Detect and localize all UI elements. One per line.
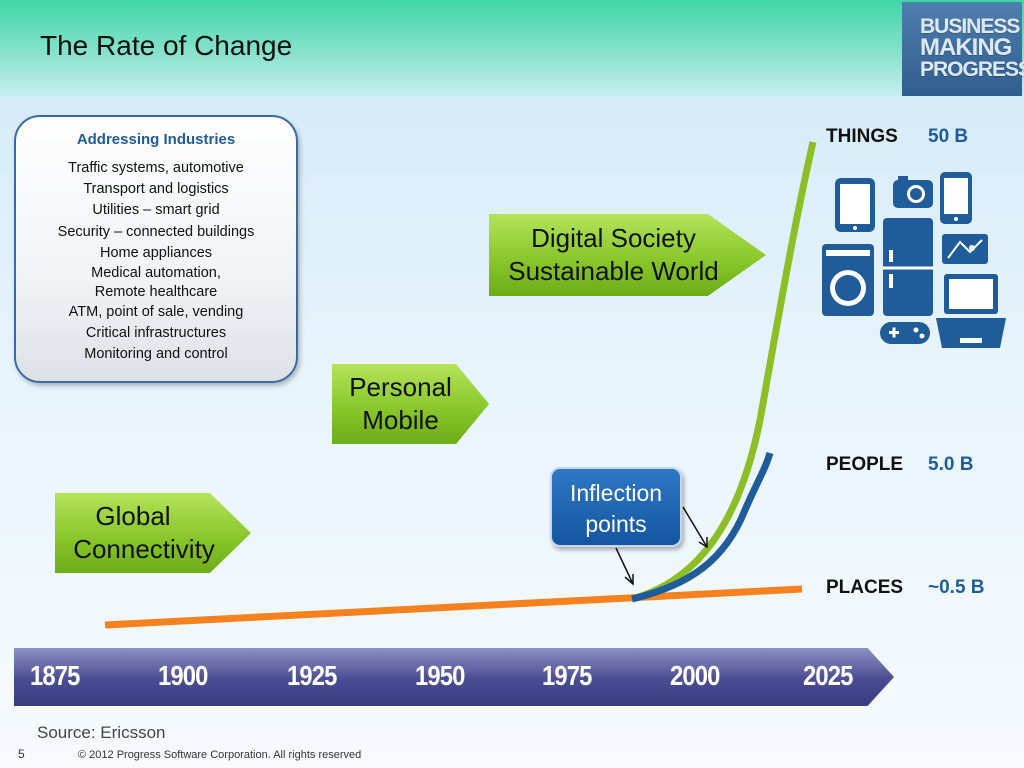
places-value: ~0.5 B	[928, 577, 985, 598]
company-logo: BUSINESS MAKING PROGRESS	[902, 2, 1024, 96]
year-label: 1900	[158, 660, 208, 691]
pointer-arrow	[615, 547, 634, 585]
year-label: 1925	[287, 660, 337, 691]
stage-line: Global	[95, 501, 171, 531]
inflection-points-callout: Inflection points	[550, 467, 682, 547]
stage-line: Mobile	[362, 405, 439, 435]
industries-box: Addressing Industries Traffic systems, a…	[14, 115, 298, 383]
industry-item: Critical infrastructures	[85, 325, 227, 342]
stage-line: Sustainable World	[508, 256, 719, 286]
source-note: Source: Ericsson	[37, 723, 166, 742]
people-label: PEOPLE	[826, 454, 904, 475]
page-number: 5	[18, 747, 25, 761]
refrigerator-icon	[883, 218, 933, 316]
tablet-icon	[835, 178, 875, 232]
year-label: 1975	[542, 660, 592, 691]
industry-item: Security – connected buildings	[57, 223, 255, 240]
stage-line: Connectivity	[73, 534, 215, 564]
industries-title: Addressing Industries	[76, 131, 236, 148]
industry-item: Remote healthcare	[94, 284, 218, 301]
industry-item: Traffic systems, automotive	[68, 160, 244, 176]
pointer-arrow	[682, 506, 708, 548]
logo-line-3: PROGRESS	[920, 58, 1024, 81]
map-icon	[942, 234, 988, 264]
stage-line: Digital Society	[531, 223, 696, 253]
camera-icon	[893, 176, 933, 208]
industries-list: Traffic systems, automotive Transport an…	[16, 158, 296, 366]
year-label: 2000	[670, 660, 720, 691]
industry-item: Utilities – smart grid	[92, 202, 220, 219]
year-label: 2025	[803, 660, 853, 691]
copyright-text: © 2012 Progress Software Corporation. Al…	[78, 749, 362, 761]
page-title: The Rate of Change	[40, 30, 293, 61]
things-label: THINGS	[826, 126, 898, 147]
logo-line-2: MAKING	[920, 34, 1012, 61]
year-label: 1950	[415, 660, 465, 691]
logo-line-1: BUSINESS	[920, 15, 1020, 38]
people-curve	[631, 451, 774, 603]
stage-digital-society: Digital Society Sustainable World	[489, 214, 766, 296]
game-controller-icon	[880, 322, 930, 344]
industry-item: ATM, point of sale, vending	[68, 304, 244, 321]
year-label: 1875	[30, 660, 80, 691]
header-band	[0, 0, 1024, 97]
industry-item: Home appliances	[99, 244, 213, 261]
stage-global-connectivity: Global Connectivity	[55, 493, 251, 573]
places-curve	[104, 585, 803, 629]
callout-line: Inflection	[569, 480, 663, 506]
pointer-arrowhead	[624, 574, 634, 586]
stage-personal-mobile: Personal Mobile	[332, 364, 489, 444]
timeline-bar	[14, 648, 894, 706]
places-label: PLACES	[826, 577, 904, 598]
industry-item: Transport and logistics	[83, 181, 229, 198]
industry-item: Medical automation,	[91, 265, 221, 282]
callout-line: points	[585, 511, 647, 537]
pointer-arrowhead	[698, 537, 708, 549]
people-value: 5.0 B	[928, 454, 974, 475]
industry-item: Monitoring and control	[84, 346, 228, 363]
things-curve	[631, 141, 817, 603]
stage-line: Personal	[349, 372, 452, 402]
laptop-icon	[936, 274, 1006, 348]
washing-machine-icon	[822, 244, 874, 316]
phone-icon	[940, 172, 972, 224]
things-value: 50 B	[928, 126, 969, 147]
